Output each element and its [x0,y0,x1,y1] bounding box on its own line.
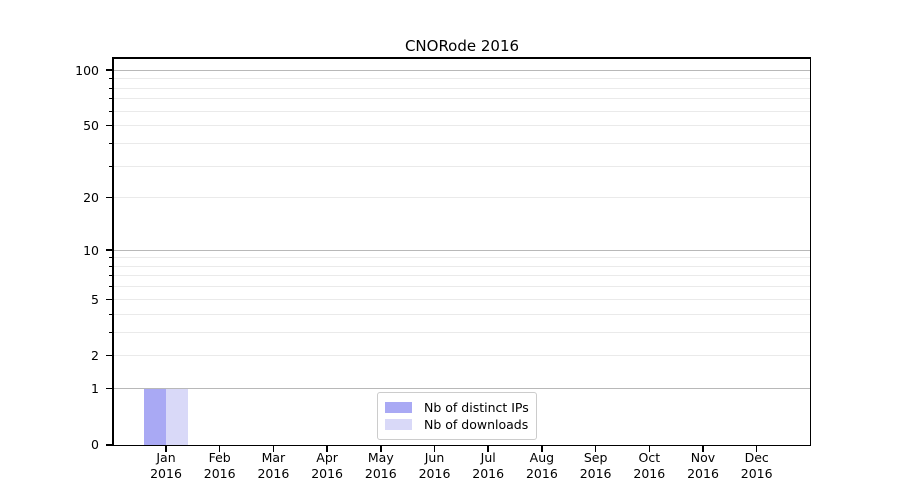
y-gridline-minor [113,313,810,315]
legend-swatch-distinct-ips-icon [385,402,412,413]
legend-label-downloads: Nb of downloads [424,417,529,432]
x-tick-label: Feb 2016 [203,449,236,481]
y-gridline-minor [113,165,810,167]
y-minor-tick [108,313,112,315]
x-tick [218,446,221,453]
x-tick-label: Sep 2016 [579,449,612,481]
x-tick [594,446,597,453]
x-tick-label: Jan 2016 [150,449,182,481]
y-gridline-major [113,388,810,390]
y-gridline-minor [113,98,810,100]
y-gridline-major [113,249,810,251]
legend: Nb of distinct IPs Nb of downloads [377,392,537,440]
chart-title: CNORode 2016 [404,37,520,55]
y-gridline-minor [113,87,810,89]
legend-swatch-downloads-icon [385,419,412,430]
y-tick [106,124,112,127]
y-gridline-major [113,69,810,71]
y-tick [106,298,112,301]
y-gridline-minor [113,78,810,80]
x-tick-label: Mar 2016 [257,449,290,481]
y-tick [106,69,112,71]
y-gridline-minor [113,257,810,259]
y-gridline-minor [113,110,810,112]
y-minor-tick [108,78,112,80]
x-tick [755,446,758,453]
x-tick [326,446,328,453]
y-gridline-minor [113,142,810,144]
x-tick-label: May 2016 [364,449,397,481]
y-tick [106,387,112,390]
y-tick [106,444,112,446]
x-tick [433,446,436,453]
y-minor-tick [108,110,112,112]
y-tick-label: 2 [91,348,99,364]
y-gridline-minor [113,275,810,277]
bar-downloads-jan [166,388,188,445]
y-tick-label: 20 [83,190,99,206]
y-gridline-minor [113,197,810,199]
y-gridline-minor [113,125,810,127]
x-tick [380,446,382,453]
y-tick [106,354,112,357]
x-tick-label: Aug 2016 [525,449,558,481]
y-gridline-minor [113,355,810,357]
y-tick [106,249,112,251]
plot-border-top [112,57,811,59]
y-axis-line [112,57,114,447]
x-tick [702,446,704,453]
y-minor-tick [108,165,112,167]
y-minor-tick [108,265,112,267]
y-tick-label: 100 [75,62,99,78]
legend-label-distinct-ips: Nb of distinct IPs [424,400,529,415]
y-minor-tick [108,257,112,259]
x-tick [648,446,651,453]
y-gridline-minor [113,265,810,267]
x-tick-label: Jul 2016 [472,449,505,481]
y-gridline-minor [113,286,810,288]
y-gridline-minor [113,298,810,300]
x-tick-label: Jun 2016 [418,449,451,481]
bar-distinct-ips-jan [144,388,166,445]
legend-item-distinct-ips: Nb of distinct IPs [385,399,529,416]
y-minor-tick [108,142,112,144]
plot-border-right [809,57,811,447]
y-minor-tick [108,331,112,333]
y-tick-label: 10 [83,242,99,258]
x-tick-label: Oct 2016 [633,449,666,481]
x-tick [541,446,543,453]
x-tick [272,446,275,453]
x-tick-label: Dec 2016 [740,449,773,481]
y-tick-label: 1 [91,381,99,397]
y-minor-tick [108,275,112,277]
y-minor-tick [108,87,112,89]
y-minor-tick [108,98,112,100]
legend-item-downloads: Nb of downloads [385,416,529,433]
y-gridline-minor [113,331,810,333]
x-axis-line [112,444,811,447]
x-tick-label: Apr 2016 [311,449,343,481]
y-tick-label: 0 [91,437,99,453]
y-tick [106,196,112,199]
y-tick-label: 5 [91,291,99,307]
x-tick-label: Nov 2016 [687,449,719,481]
y-minor-tick [108,286,112,288]
x-tick [165,446,167,453]
x-tick [487,446,489,453]
y-tick-label: 50 [83,118,99,134]
